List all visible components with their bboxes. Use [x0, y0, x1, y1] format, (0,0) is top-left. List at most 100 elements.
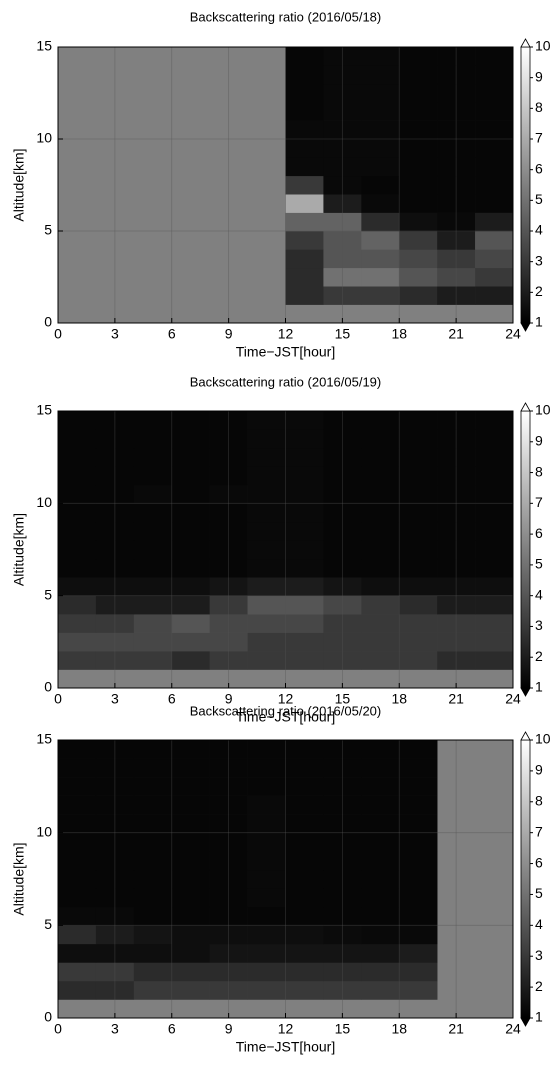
heat-cell — [475, 484, 514, 504]
heat-cell — [285, 814, 324, 833]
heat-cell — [209, 740, 248, 759]
heat-cell — [361, 758, 400, 778]
heat-cell — [247, 540, 286, 560]
heat-cell — [475, 577, 514, 596]
heat-cell — [323, 906, 362, 926]
heat-cell — [285, 175, 324, 195]
heat-cell — [323, 595, 362, 615]
heat-cell — [285, 267, 324, 287]
heat-cell — [58, 447, 97, 467]
heat-cell — [209, 447, 248, 467]
heat-cell — [475, 157, 514, 177]
x-tick-label: 21 — [448, 691, 464, 707]
x-tick-label: 18 — [391, 1021, 407, 1037]
heat-cell — [437, 65, 476, 85]
y-axis-label: Altitude[km] — [11, 148, 27, 221]
heat-cell — [247, 614, 286, 633]
heat-cell — [323, 521, 362, 541]
heat-cell — [323, 411, 362, 430]
heat-cell — [58, 429, 97, 449]
colorbar-tick-label: 8 — [535, 99, 543, 115]
heat-cell — [399, 962, 438, 982]
heat-cell — [361, 212, 400, 232]
heat-cell — [171, 632, 210, 652]
heat-cell — [399, 558, 438, 578]
heat-cell — [285, 558, 324, 578]
heat-cell — [437, 503, 476, 523]
heat-cell — [399, 595, 438, 615]
heat-cell — [399, 286, 438, 305]
heat-cell — [437, 577, 476, 596]
heat-cell — [58, 925, 97, 945]
heat-cell — [475, 47, 514, 66]
heat-cell — [475, 249, 514, 269]
heat-cell — [437, 286, 476, 305]
heat-cell — [399, 777, 438, 796]
heat-cell — [209, 503, 248, 523]
heat-cell — [247, 740, 286, 759]
heat-cell — [399, 795, 438, 815]
heat-cell — [475, 429, 514, 449]
heat-cell — [323, 962, 362, 982]
heat-cell — [209, 851, 248, 871]
heat-cell — [171, 429, 210, 449]
x-tick-label: 9 — [225, 691, 233, 707]
heat-cell — [171, 577, 210, 596]
x-tick-label: 18 — [391, 691, 407, 707]
heat-cell — [323, 851, 362, 871]
heat-cell — [171, 466, 210, 486]
heat-cell — [133, 614, 173, 633]
heat-cell — [399, 120, 438, 140]
heat-cell — [247, 521, 286, 541]
heat-cell — [95, 740, 135, 759]
heat-cell — [437, 194, 476, 213]
y-axis-label: Altitude[km] — [11, 842, 27, 915]
heat-cell — [171, 484, 210, 504]
heat-cell — [399, 540, 438, 560]
heat-cell — [209, 466, 248, 486]
heat-cell — [399, 65, 438, 85]
heat-cell — [399, 429, 438, 449]
heat-cell — [58, 962, 97, 982]
heat-cell — [209, 795, 248, 815]
heat-cell — [285, 925, 324, 945]
heat-cell — [437, 540, 476, 560]
heat-cell — [437, 632, 476, 652]
heat-cell — [247, 869, 286, 889]
heat-cell — [133, 429, 173, 449]
heat-cell — [209, 962, 248, 982]
heat-cell — [133, 447, 173, 467]
x-tick-label: 6 — [168, 326, 176, 342]
heat-cell — [323, 249, 362, 269]
heat-cell — [323, 888, 362, 908]
heat-cell — [323, 139, 362, 158]
colorbar-tick-label: 7 — [535, 823, 543, 839]
heat-cell — [361, 411, 400, 430]
heat-cell — [285, 411, 324, 430]
heat-cell — [323, 577, 362, 596]
heat-cell — [247, 429, 286, 449]
heat-cell — [58, 466, 97, 486]
colorbar-tick-label: 1 — [535, 1009, 543, 1025]
chart-title: Backscattering ratio (2016/05/20) — [190, 703, 382, 718]
heat-cell — [209, 832, 248, 852]
colorbar-tick-label: 7 — [535, 130, 543, 146]
heat-cell — [95, 447, 135, 467]
heat-cell — [171, 962, 210, 982]
heat-cell — [285, 832, 324, 852]
heat-cell — [323, 795, 362, 815]
heat-cell — [209, 888, 248, 908]
colorbar-tick-label: 8 — [535, 463, 543, 479]
heat-cell — [361, 267, 400, 287]
heat-cell — [247, 943, 286, 963]
heat-cell — [58, 758, 97, 778]
heat-cell — [437, 614, 476, 633]
heat-cell — [285, 758, 324, 778]
heat-cell — [285, 503, 324, 523]
heat-cell — [323, 267, 362, 287]
colorbar-extend-top — [520, 38, 531, 48]
heat-cell — [323, 286, 362, 305]
x-axis-label: Time−JST[hour] — [236, 709, 335, 725]
heat-cell — [285, 157, 324, 177]
heat-cell — [58, 777, 97, 796]
